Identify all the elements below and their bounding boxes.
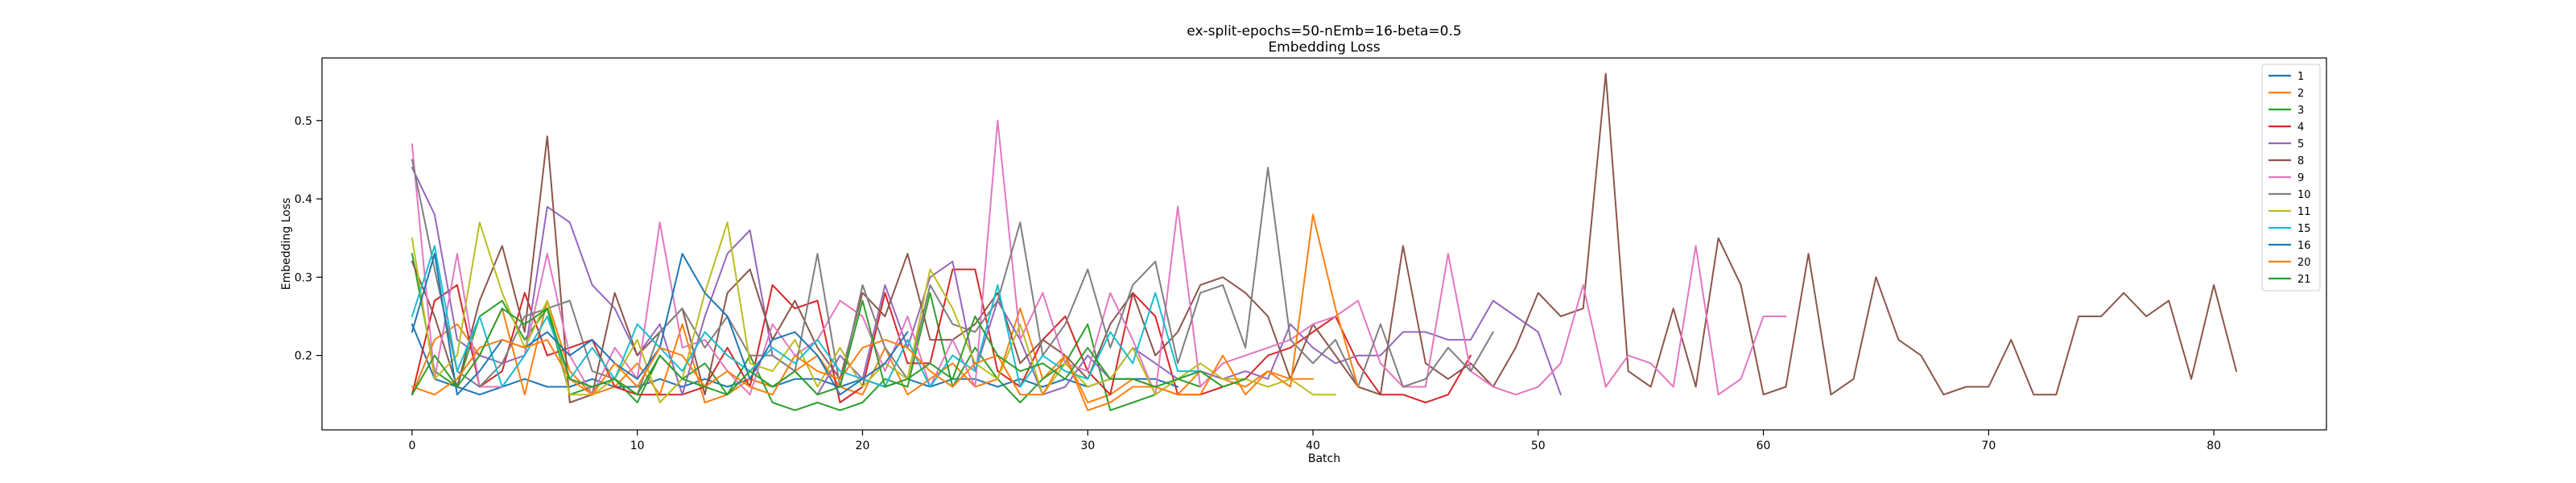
- x-tick-label: 80: [2207, 440, 2221, 452]
- x-tick-label: 70: [1981, 440, 1996, 452]
- series-line-11: [411, 221, 1336, 403]
- chart-title: ex-split-epochs=50-nEmb=16-beta=0.5: [1187, 23, 1461, 39]
- plot-area-frame: [321, 57, 2327, 431]
- x-tick-label: 10: [630, 440, 645, 452]
- legend-label-1: 1: [2297, 71, 2304, 83]
- chart-subtitle: Embedding Loss: [1268, 39, 1380, 56]
- series-line-3: [411, 253, 1202, 411]
- y-axis-label: Embedding Loss: [280, 198, 293, 291]
- y-axis: 0.2 0.3 0.4 0.5: [295, 115, 322, 363]
- legend-label-4: 4: [2297, 122, 2304, 134]
- legend-label-9: 9: [2297, 172, 2304, 184]
- series-line-9: [411, 119, 1787, 396]
- x-tick-label: 20: [856, 440, 870, 452]
- x-axis-label: Batch: [1308, 452, 1340, 465]
- x-tick-label: 30: [1080, 440, 1095, 452]
- x-axis: 0 10 20 30 40 50 60 70 80: [408, 430, 2221, 452]
- y-tick-label: 0.5: [295, 115, 312, 128]
- series-line-21: [411, 299, 1247, 396]
- y-tick-label: 0.3: [295, 271, 312, 284]
- x-tick-label: 0: [408, 440, 415, 452]
- legend: 1 2 3 4 5 8 9 10 11 15 16 20 21: [2261, 64, 2321, 291]
- legend-label-3: 3: [2297, 105, 2304, 117]
- legend-label-2: 2: [2297, 88, 2304, 100]
- series-layer: [411, 72, 2238, 411]
- legend-label-16: 16: [2297, 240, 2311, 252]
- legend-label-20: 20: [2297, 257, 2311, 269]
- y-tick-label: 0.4: [295, 193, 312, 206]
- legend-label-8: 8: [2297, 155, 2304, 167]
- series-line-4: [411, 268, 1472, 403]
- x-tick-label: 50: [1531, 440, 1546, 452]
- legend-label-5: 5: [2297, 138, 2304, 151]
- legend-label-15: 15: [2297, 223, 2311, 235]
- x-tick-label: 40: [1306, 440, 1320, 452]
- legend-label-10: 10: [2297, 189, 2311, 201]
- legend-label-11: 11: [2297, 206, 2311, 218]
- legend-label-21: 21: [2297, 274, 2311, 286]
- series-line-10: [411, 159, 1494, 396]
- y-tick-label: 0.2: [295, 350, 312, 363]
- x-tick-label: 60: [1757, 440, 1771, 452]
